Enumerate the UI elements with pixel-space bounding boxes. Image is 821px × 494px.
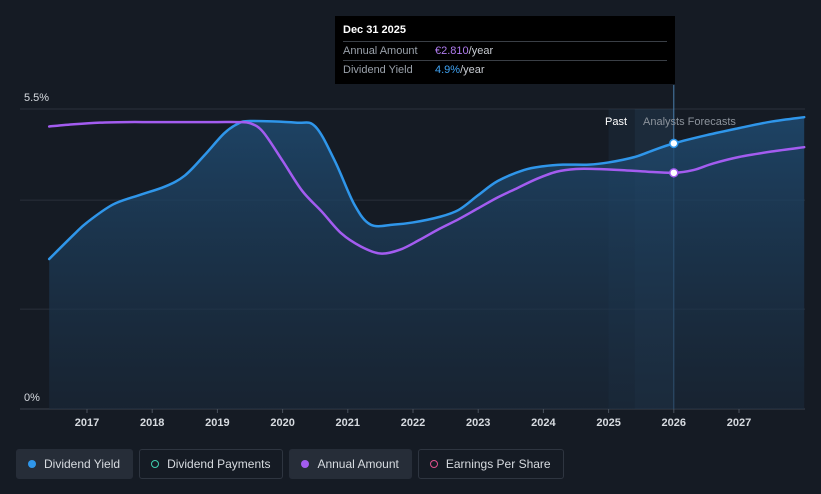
tooltip: Dec 31 2025 Annual Amount €2.810 /year D…	[335, 16, 675, 84]
tooltip-value: €2.810	[435, 45, 469, 57]
series-lines	[47, 115, 806, 261]
x-tick-label: 2018	[140, 417, 164, 429]
past-label: Past	[605, 116, 627, 128]
legend-label: Dividend Payments	[167, 457, 271, 471]
x-tick-label: 2021	[336, 417, 360, 429]
dividend-yield-line	[47, 115, 806, 261]
tooltip-row-annual-amount: Annual Amount €2.810 /year	[343, 41, 667, 60]
ring-icon	[151, 460, 160, 468]
legend-label: Earnings Per Share	[445, 457, 551, 471]
x-tick-label: 2026	[662, 417, 686, 429]
legend-item-dividend-payments[interactable]: Dividend Payments	[139, 449, 284, 479]
dividend-yield-area	[49, 117, 805, 409]
legend-item-dividend-yield[interactable]: Dividend Yield	[16, 449, 134, 479]
x-tick-label: 2020	[270, 417, 294, 429]
x-tick-label: 2025	[596, 417, 620, 429]
y-tick-label: 5.5%	[24, 92, 49, 104]
dot-icon	[28, 460, 36, 468]
dividend-yield-marker	[669, 138, 679, 149]
x-tick-label: 2019	[205, 417, 229, 429]
highlight-markers	[669, 138, 679, 178]
annual-amount-marker	[669, 168, 679, 178]
legend-item-annual-amount[interactable]: Annual Amount	[289, 449, 412, 479]
legend-label: Annual Amount	[317, 457, 399, 471]
tooltip-row-dividend-yield: Dividend Yield 4.9% /year	[343, 60, 667, 79]
ring-icon	[429, 460, 438, 468]
y-tick-label: 0%	[24, 392, 40, 404]
tooltip-unit: /year	[460, 64, 485, 76]
x-tick-label: 2017	[75, 417, 99, 429]
tooltip-label: Annual Amount	[343, 45, 418, 57]
tooltip-value: 4.9%	[435, 64, 461, 76]
x-tick-label: 2022	[401, 417, 425, 429]
legend: Dividend Yield Dividend Payments Annual …	[16, 449, 564, 479]
legend-label: Dividend Yield	[44, 457, 121, 471]
x-tick-label: 2027	[727, 417, 751, 429]
y-axis: 5.5% 0%	[24, 92, 49, 404]
tooltip-unit: /year	[468, 45, 494, 57]
tooltip-date: Dec 31 2025	[343, 24, 406, 36]
dot-icon	[301, 460, 310, 468]
x-tick-label: 2024	[531, 417, 556, 429]
forecast-label: Analysts Forecasts	[643, 116, 736, 128]
x-tick-label: 2023	[466, 417, 490, 429]
annual-amount-line	[47, 120, 806, 255]
tooltip-label: Dividend Yield	[343, 64, 413, 76]
x-axis: 2017 2018 2019 2020 2021 2022 2023 2024 2025 2026…	[75, 409, 751, 429]
legend-item-earnings-per-share[interactable]: Earnings Per Share	[417, 449, 564, 479]
area-layer	[49, 117, 805, 409]
